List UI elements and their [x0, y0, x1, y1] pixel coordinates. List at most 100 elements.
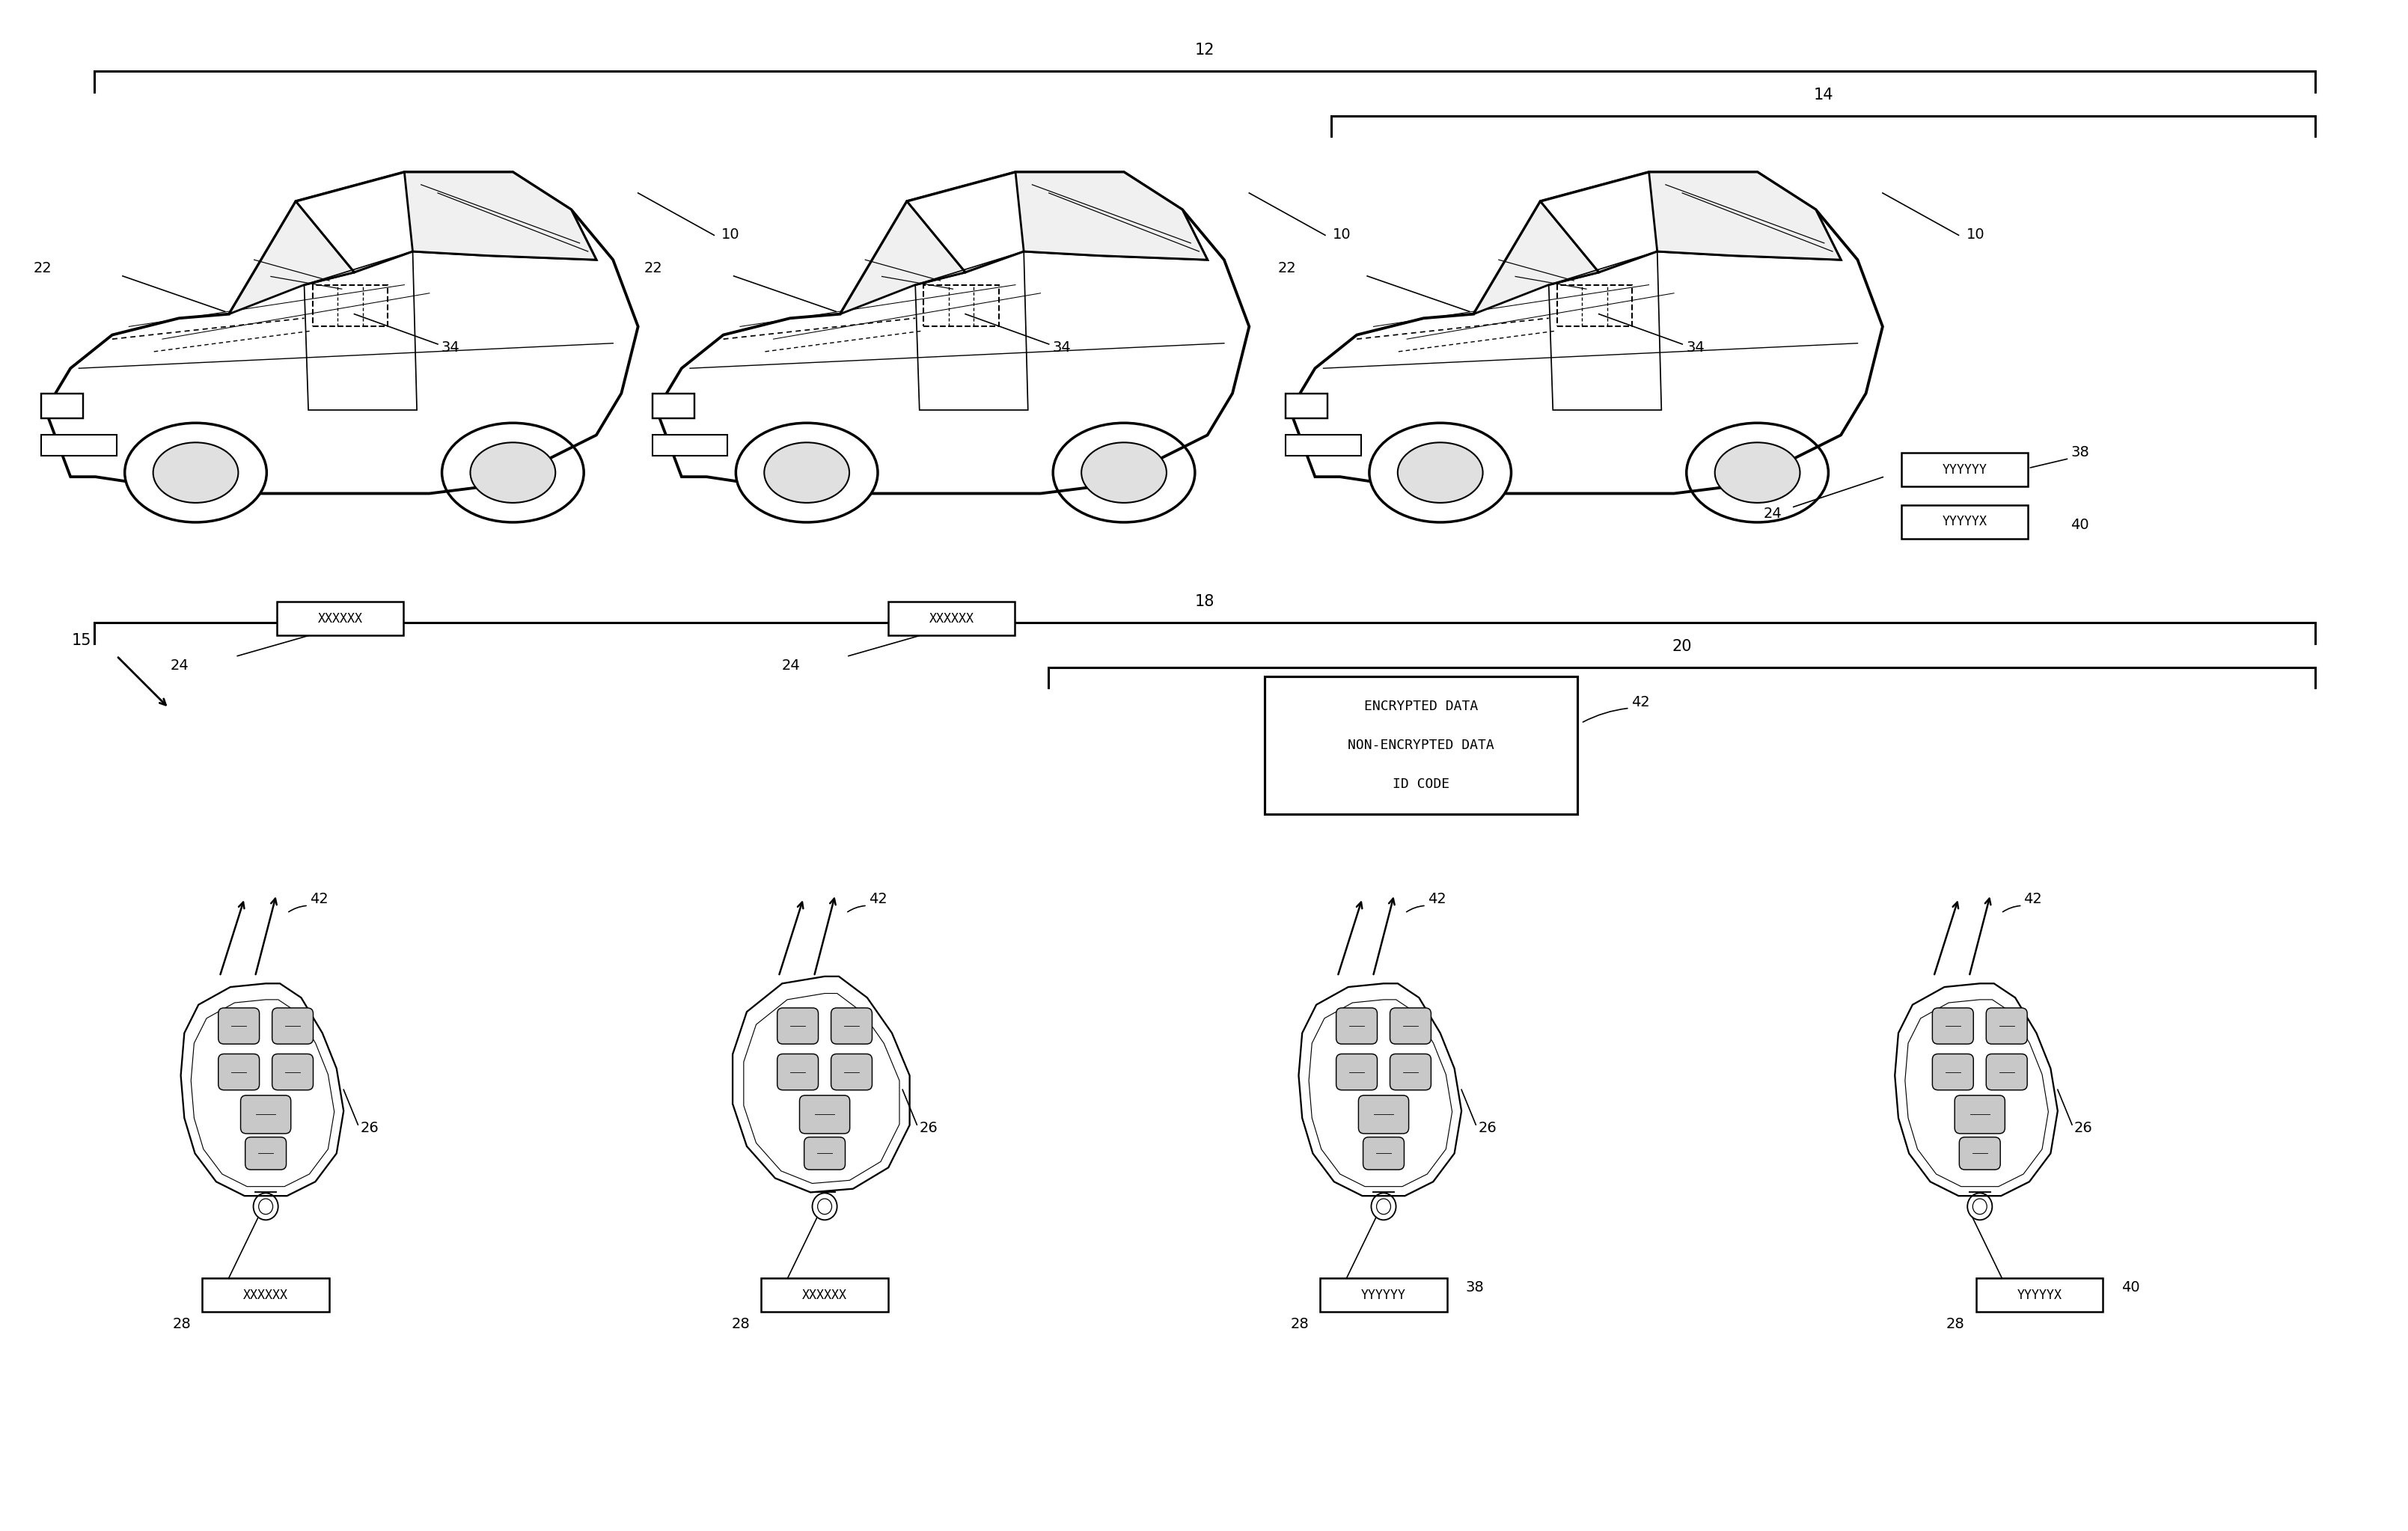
FancyBboxPatch shape	[1931, 1053, 1975, 1090]
FancyBboxPatch shape	[1931, 1007, 1975, 1044]
Text: XXXXXX: XXXXXX	[802, 1288, 848, 1301]
Polygon shape	[908, 171, 1206, 285]
FancyBboxPatch shape	[246, 1138, 287, 1170]
Text: 24: 24	[1763, 507, 1782, 521]
Polygon shape	[1291, 171, 1883, 493]
Text: XXXXXX: XXXXXX	[243, 1288, 289, 1301]
Text: 22: 22	[34, 262, 51, 276]
FancyBboxPatch shape	[272, 1007, 313, 1044]
Ellipse shape	[763, 442, 850, 502]
FancyBboxPatch shape	[202, 1278, 330, 1312]
Text: XXXXXX: XXXXXX	[929, 612, 973, 626]
FancyBboxPatch shape	[1286, 393, 1327, 418]
FancyBboxPatch shape	[778, 1007, 819, 1044]
FancyBboxPatch shape	[1902, 453, 2028, 487]
Text: 28: 28	[1946, 1317, 1965, 1332]
FancyBboxPatch shape	[1336, 1007, 1377, 1044]
FancyBboxPatch shape	[1977, 1278, 2102, 1312]
Polygon shape	[732, 977, 910, 1193]
FancyBboxPatch shape	[1320, 1278, 1447, 1312]
Text: 40: 40	[2071, 517, 2090, 533]
Text: ENCRYPTED DATA: ENCRYPTED DATA	[1363, 700, 1479, 713]
FancyBboxPatch shape	[653, 393, 694, 418]
FancyBboxPatch shape	[1286, 435, 1361, 456]
Ellipse shape	[154, 442, 238, 502]
Text: 26: 26	[2073, 1121, 2093, 1134]
Polygon shape	[1370, 473, 1512, 522]
Text: 42: 42	[1630, 695, 1649, 710]
Text: 42: 42	[311, 893, 327, 906]
Polygon shape	[1649, 171, 1840, 260]
FancyBboxPatch shape	[653, 435, 727, 456]
Text: 18: 18	[1194, 594, 1214, 609]
Text: 34: 34	[1686, 340, 1705, 355]
Polygon shape	[405, 171, 597, 260]
Text: 26: 26	[1479, 1121, 1498, 1134]
Text: 10: 10	[1332, 228, 1351, 242]
FancyBboxPatch shape	[41, 393, 82, 418]
Text: YYYYYX: YYYYYX	[2018, 1288, 2061, 1301]
Text: YYYYYX: YYYYYX	[1943, 514, 1987, 528]
FancyBboxPatch shape	[241, 1095, 291, 1133]
FancyBboxPatch shape	[761, 1278, 889, 1312]
Text: XXXXXX: XXXXXX	[318, 612, 364, 626]
Text: 12: 12	[1194, 43, 1214, 58]
Polygon shape	[1298, 983, 1462, 1196]
Ellipse shape	[1714, 442, 1801, 502]
Text: 42: 42	[1428, 893, 1447, 906]
FancyBboxPatch shape	[1363, 1138, 1404, 1170]
Polygon shape	[840, 202, 966, 314]
FancyBboxPatch shape	[41, 435, 116, 456]
Text: 34: 34	[441, 340, 460, 355]
FancyBboxPatch shape	[1987, 1053, 2028, 1090]
FancyBboxPatch shape	[219, 1053, 260, 1090]
Text: 24: 24	[783, 658, 799, 672]
FancyBboxPatch shape	[219, 1007, 260, 1044]
Polygon shape	[46, 171, 638, 493]
Text: 28: 28	[1291, 1317, 1310, 1332]
Text: 38: 38	[2071, 446, 2090, 459]
Text: 10: 10	[722, 228, 739, 242]
FancyBboxPatch shape	[1955, 1095, 2006, 1133]
Text: 22: 22	[645, 262, 662, 276]
Text: 14: 14	[1813, 87, 1832, 103]
Text: 22: 22	[1279, 262, 1296, 276]
Text: NON-ENCRYPTED DATA: NON-ENCRYPTED DATA	[1348, 738, 1493, 752]
Text: YYYYYY: YYYYYY	[1943, 462, 1987, 476]
Text: 28: 28	[732, 1317, 749, 1332]
FancyBboxPatch shape	[1960, 1138, 2001, 1170]
FancyBboxPatch shape	[1389, 1053, 1430, 1090]
FancyBboxPatch shape	[272, 1053, 313, 1090]
FancyBboxPatch shape	[1336, 1053, 1377, 1090]
FancyBboxPatch shape	[804, 1138, 845, 1170]
Polygon shape	[181, 983, 344, 1196]
FancyBboxPatch shape	[1264, 677, 1577, 814]
FancyBboxPatch shape	[889, 602, 1014, 635]
Polygon shape	[1016, 171, 1206, 260]
Text: 38: 38	[1466, 1280, 1483, 1294]
Text: 20: 20	[1671, 638, 1690, 654]
Polygon shape	[125, 473, 267, 522]
Text: ID CODE: ID CODE	[1392, 778, 1450, 792]
FancyBboxPatch shape	[1987, 1007, 2028, 1044]
Polygon shape	[296, 171, 597, 285]
Text: 40: 40	[2121, 1280, 2141, 1294]
Polygon shape	[1541, 171, 1840, 285]
Polygon shape	[1474, 202, 1599, 314]
Polygon shape	[229, 202, 354, 314]
Text: 28: 28	[173, 1317, 190, 1332]
FancyBboxPatch shape	[1902, 505, 2028, 539]
Ellipse shape	[1081, 442, 1165, 502]
FancyBboxPatch shape	[1389, 1007, 1430, 1044]
FancyBboxPatch shape	[277, 602, 405, 635]
Ellipse shape	[470, 442, 556, 502]
Text: 42: 42	[2023, 893, 2042, 906]
FancyBboxPatch shape	[1358, 1095, 1409, 1133]
Text: 34: 34	[1052, 340, 1072, 355]
Text: 10: 10	[1965, 228, 1984, 242]
Text: 42: 42	[869, 893, 886, 906]
Text: YYYYYY: YYYYYY	[1361, 1288, 1406, 1301]
Text: 26: 26	[361, 1121, 378, 1134]
Ellipse shape	[1397, 442, 1483, 502]
Polygon shape	[657, 171, 1250, 493]
